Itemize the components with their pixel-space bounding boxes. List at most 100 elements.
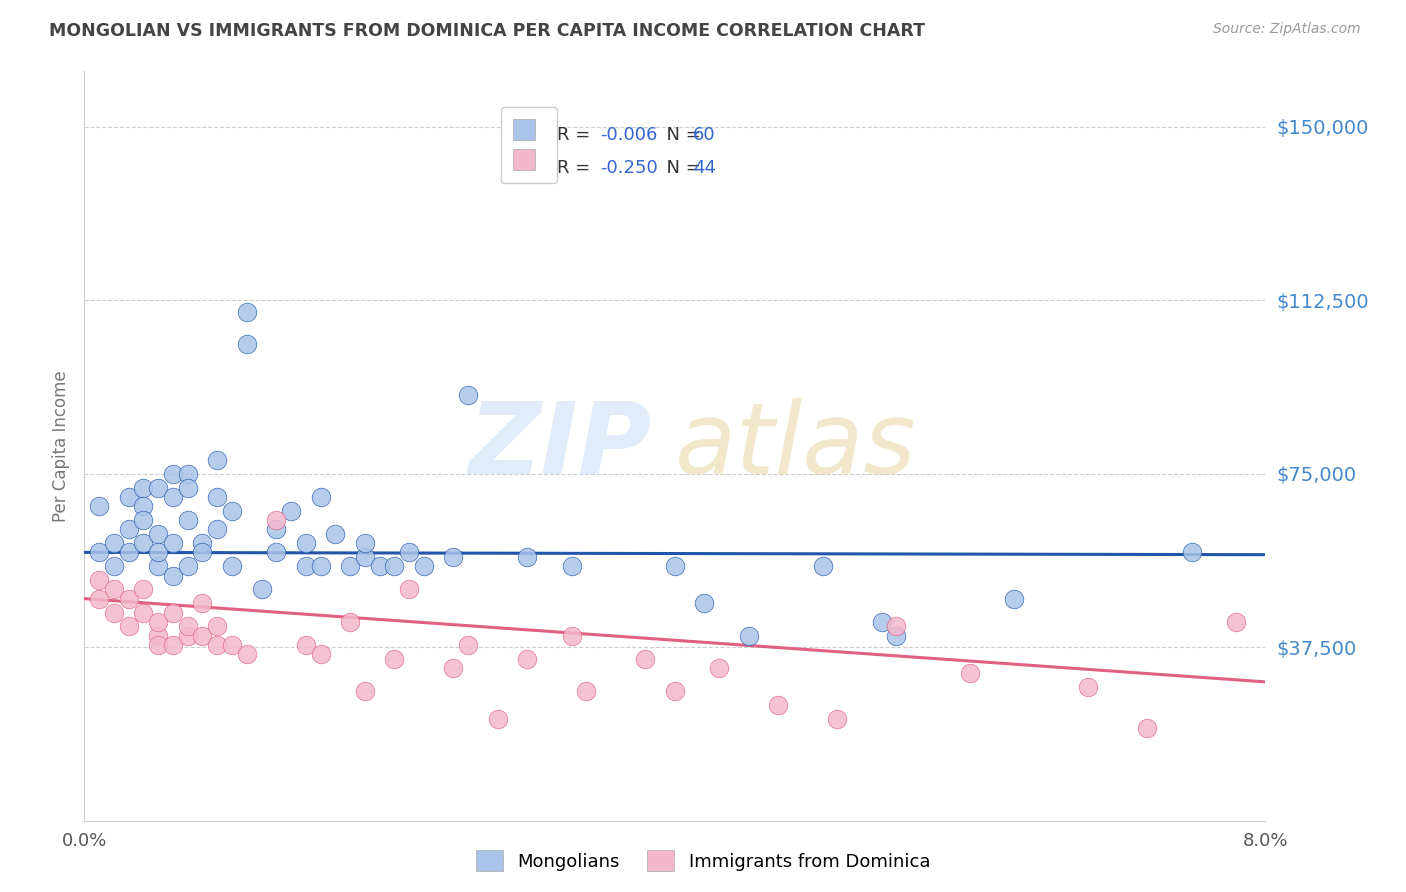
Point [664, 684, 686, 698]
Point [634, 652, 657, 666]
Point [516, 652, 538, 666]
Text: R =: R = [557, 159, 596, 177]
Point [235, 647, 259, 661]
Point [339, 615, 361, 629]
Point [221, 559, 243, 574]
Point [1077, 680, 1099, 694]
Point [148, 615, 170, 629]
Point [148, 481, 170, 495]
Point [132, 582, 155, 597]
Point [235, 337, 259, 351]
Point [354, 549, 377, 564]
Point [309, 647, 332, 661]
Point [1004, 591, 1026, 606]
Point [207, 453, 229, 467]
Point [693, 596, 716, 610]
Point [162, 568, 184, 582]
Point [132, 606, 155, 620]
Point [207, 619, 229, 633]
Point [177, 619, 200, 633]
Point [177, 559, 200, 574]
Point [384, 559, 406, 574]
Point [827, 712, 849, 726]
Point [87, 591, 111, 606]
Point [177, 481, 200, 495]
Point [87, 573, 111, 587]
Point [664, 559, 686, 574]
Point [118, 522, 141, 536]
Point [132, 499, 155, 513]
Point [87, 499, 111, 513]
Point [103, 606, 125, 620]
Point [325, 527, 347, 541]
Point [191, 536, 214, 550]
Point [811, 559, 834, 574]
Point [486, 712, 509, 726]
Text: N =: N = [655, 159, 706, 177]
Point [413, 559, 436, 574]
Point [1136, 721, 1159, 735]
Point [309, 490, 332, 504]
Point [191, 596, 214, 610]
Point [148, 638, 170, 652]
Point [177, 629, 200, 643]
Point [148, 629, 170, 643]
Point [457, 638, 479, 652]
Point [398, 545, 420, 559]
Y-axis label: Per Capita Income: Per Capita Income [52, 370, 70, 522]
Point [87, 545, 111, 559]
Point [264, 522, 288, 536]
Point [118, 591, 141, 606]
Text: atlas: atlas [675, 398, 917, 494]
Point [443, 661, 465, 675]
Point [398, 582, 420, 597]
Point [561, 559, 583, 574]
Point [177, 467, 200, 481]
Point [148, 559, 170, 574]
Point [870, 615, 893, 629]
Point [339, 559, 361, 574]
Point [295, 536, 318, 550]
Point [191, 545, 214, 559]
Text: 60: 60 [693, 126, 716, 144]
Text: 44: 44 [693, 159, 716, 177]
Point [768, 698, 790, 712]
Point [148, 527, 170, 541]
Point [1225, 615, 1247, 629]
Point [354, 684, 377, 698]
Point [207, 490, 229, 504]
Point [457, 388, 479, 402]
Point [295, 559, 318, 574]
Point [132, 481, 155, 495]
Point [250, 582, 273, 597]
Point [162, 467, 184, 481]
Text: ZIP: ZIP [468, 398, 651, 494]
Point [162, 536, 184, 550]
Point [280, 504, 302, 518]
Point [162, 490, 184, 504]
Point [207, 638, 229, 652]
Point [368, 559, 391, 574]
Point [207, 522, 229, 536]
Point [354, 536, 377, 550]
Point [132, 513, 155, 527]
Point [235, 305, 259, 319]
Point [118, 545, 141, 559]
Point [264, 545, 288, 559]
Point [264, 513, 288, 527]
Point [162, 638, 184, 652]
Point [516, 549, 538, 564]
Point [959, 665, 981, 680]
Point [177, 513, 200, 527]
Point [103, 582, 125, 597]
Point [103, 536, 125, 550]
Point [118, 619, 141, 633]
Text: R =: R = [557, 126, 596, 144]
Point [309, 559, 332, 574]
Text: Source: ZipAtlas.com: Source: ZipAtlas.com [1213, 22, 1361, 37]
Point [443, 549, 465, 564]
Point [738, 629, 761, 643]
Point [886, 629, 908, 643]
Legend: , : , [501, 107, 557, 183]
Point [575, 684, 598, 698]
